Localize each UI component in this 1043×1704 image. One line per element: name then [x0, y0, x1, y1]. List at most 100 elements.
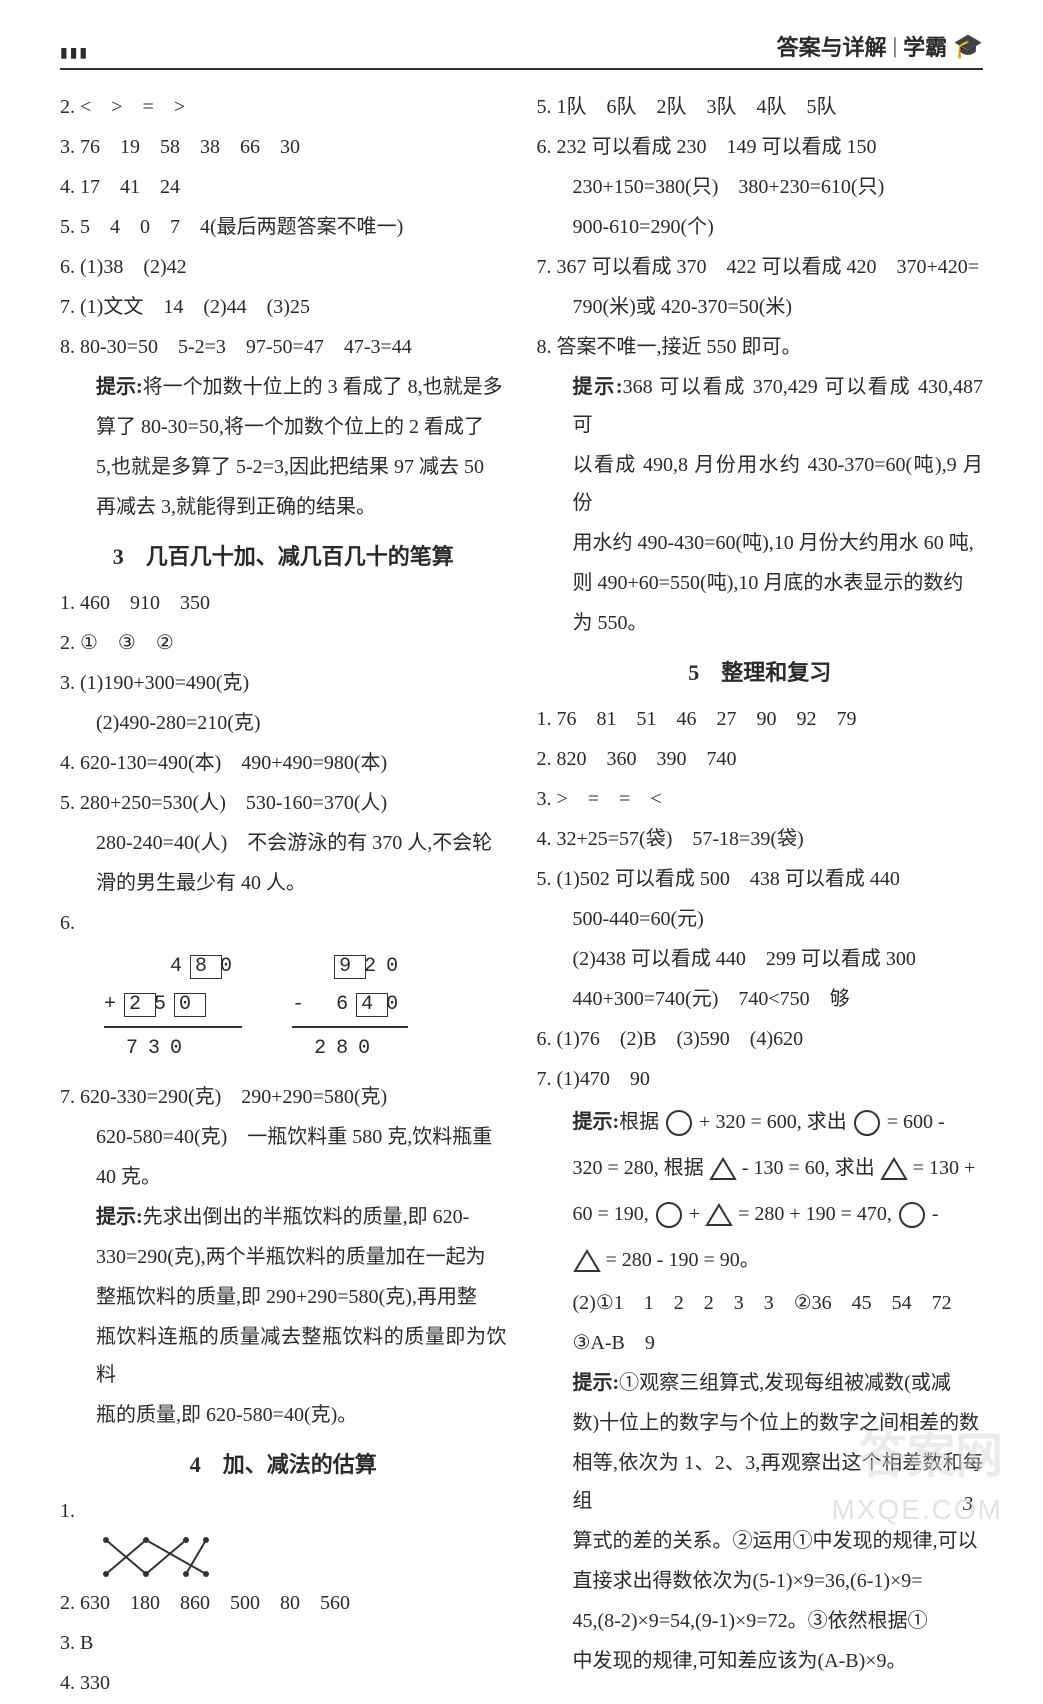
section-4-title: 4 加、减法的估算	[60, 1444, 507, 1486]
triangle-icon	[573, 1249, 601, 1273]
text-line: = 280 - 190 = 90。	[537, 1238, 984, 1282]
text-line: 5,也就是多算了 5-2=3,因此把结果 97 减去 50	[60, 448, 507, 486]
text-line: 2. 820 360 390 740	[537, 740, 984, 778]
text-line: 用水约 490-430=60(吨),10 月份大约用水 60 吨,	[537, 524, 984, 562]
calc-1: 480 +250 730	[104, 948, 242, 1068]
text-line: 40 克。	[60, 1158, 507, 1196]
calc-row: 280	[292, 1030, 408, 1068]
hint-text: 将一个加数十位上的 3 看成了 8,也就是多	[143, 376, 503, 398]
text-line: 算式的差的关系。②运用①中发现的规律,可以	[537, 1522, 984, 1560]
boxed-digit: 2	[124, 993, 156, 1017]
text-line: 900-610=290(个)	[537, 208, 984, 246]
text-line: 6.	[60, 904, 507, 942]
text-line: 5. (1)502 可以看成 500 438 可以看成 440	[537, 860, 984, 898]
text-line: 8. 80-30=50 5-2=3 97-50=47 47-3=44	[60, 328, 507, 366]
hint-line: 提示:将一个加数十位上的 3 看成了 8,也就是多	[60, 368, 507, 406]
text-line: 5. 5 4 0 7 4(最后两题答案不唯一)	[60, 208, 507, 246]
text-line: 瓶饮料连瓶的质量减去整瓶饮料的质量即为饮料	[60, 1318, 507, 1394]
calc-rule	[292, 1026, 408, 1028]
text-line: 1.	[60, 1492, 507, 1530]
text-line: 7. (1)文文 14 (2)44 (3)25	[60, 288, 507, 326]
text-line: 3. 76 19 58 38 66 30	[60, 128, 507, 166]
text-line: 为 550。	[537, 604, 984, 642]
text-line: 5. 1队 6队 2队 3队 4队 5队	[537, 88, 984, 126]
hint-line: 提示:根据 + 320 = 600, 求出 = 600 -	[537, 1100, 984, 1144]
hint-label: 提示:	[573, 376, 623, 398]
page-header: ▮▮▮ 答案与详解 | 学霸 🎓	[60, 30, 983, 70]
text-line: 6. (1)76 (2)B (3)590 (4)620	[537, 1020, 984, 1058]
text-line: 2. 630 180 860 500 80 560	[60, 1584, 507, 1622]
text-line: 再减去 3,就能得到正确的结果。	[60, 488, 507, 526]
hint-label: 提示:	[96, 376, 143, 398]
boxed-digit: 4	[356, 993, 388, 1017]
calc-row: - 640	[292, 986, 408, 1024]
text-line: 4. 32+25=57(袋) 57-18=39(袋)	[537, 820, 984, 858]
text-line: (2)①1 1 2 2 3 3 ②36 45 54 72	[537, 1284, 984, 1322]
circle-icon	[656, 1202, 682, 1228]
text-line: 则 490+60=550(吨),10 月底的水表显示的数约	[537, 564, 984, 602]
text-line: (2)438 可以看成 440 299 可以看成 300	[537, 940, 984, 978]
text-line: 以看成 490,8 月份用水约 430-370=60(吨),9 月份	[537, 446, 984, 522]
boxed-digit: 9	[334, 955, 366, 979]
matching-diagram	[96, 1532, 216, 1582]
hint-line: 提示:①观察三组算式,发现每组被减数(或减	[537, 1364, 984, 1402]
text-line: 3. B	[60, 1624, 507, 1662]
text-line: 5. 280+250=530(人) 530-160=370(人)	[60, 784, 507, 822]
calc-row: 480	[104, 948, 242, 986]
calc-row: +250	[104, 986, 242, 1024]
text-line: 整瓶饮料的质量,即 290+290=580(克),再用整	[60, 1278, 507, 1316]
text-line: 4. 330	[60, 1664, 507, 1702]
content-columns: 2. < > = > 3. 76 19 58 38 66 30 4. 17 41…	[60, 88, 983, 1704]
graduation-icon: 🎓	[953, 32, 983, 61]
text-line: 330=290(克),两个半瓶饮料的质量加在一起为	[60, 1238, 507, 1276]
text-line: 瓶的质量,即 620-580=40(克)。	[60, 1396, 507, 1434]
calc-2: 920 - 640 280	[292, 948, 408, 1068]
text-line: 440+300=740(元) 740<750 够	[537, 980, 984, 1018]
text-line: ③A-B 9	[537, 1324, 984, 1362]
text-line: 7. 620-330=290(克) 290+290=580(克)	[60, 1078, 507, 1116]
watermark-en: MXQE.COM	[831, 1494, 1003, 1526]
text-line: 230+150=380(只) 380+230=610(只)	[537, 168, 984, 206]
text-line: 2. < > = >	[60, 88, 507, 126]
text-line: 滑的男生最少有 40 人。	[60, 864, 507, 902]
text-line: 620-580=40(克) 一瓶饮料重 580 克,饮料瓶重	[60, 1118, 507, 1156]
text-line: 7. 367 可以看成 370 422 可以看成 420 370+420=	[537, 248, 984, 286]
text-line: 7. (1)470 90	[537, 1060, 984, 1098]
header-divider: |	[893, 33, 897, 59]
text-line: 500-440=60(元)	[537, 900, 984, 938]
circle-icon	[666, 1110, 692, 1136]
section-3-title: 3 几百几十加、减几百几十的笔算	[60, 536, 507, 578]
text-line: 1. 460 910 350	[60, 584, 507, 622]
triangle-icon	[880, 1157, 908, 1181]
text-line: 4. 620-130=490(本) 490+490=980(本)	[60, 744, 507, 782]
header-left-marks: ▮▮▮	[60, 45, 89, 62]
calc-row: 730	[104, 1030, 242, 1068]
text-line: 6. (1)38 (2)42	[60, 248, 507, 286]
text-line: 中发现的规律,可知差应该为(A-B)×9。	[537, 1642, 984, 1680]
text-line: 1. 76 81 51 46 27 90 92 79	[537, 700, 984, 738]
boxed-digit: 8	[190, 955, 222, 979]
text-line: 3. (1)190+300=490(克)	[60, 664, 507, 702]
hint-text: 368 可以看成 370,429 可以看成 430,487 可	[573, 376, 984, 436]
text-line: 算了 80-30=50,将一个加数个位上的 2 看成了	[60, 408, 507, 446]
vertical-calculations: 480 +250 730 920 - 640 280	[60, 948, 507, 1068]
watermark-cn: 答案网	[859, 1416, 1003, 1486]
circle-icon	[854, 1110, 880, 1136]
calc-row: 920	[292, 948, 408, 986]
text-line: 280-240=40(人) 不会游泳的有 370 人,不会轮	[60, 824, 507, 862]
text-line: 60 = 190, + = 280 + 190 = 470, -	[537, 1192, 984, 1236]
hint-label: 提示:	[573, 1372, 620, 1394]
text-line: 8. 答案不唯一,接近 550 即可。	[537, 328, 984, 366]
text-line: 3. > = = <	[537, 780, 984, 818]
text-line: 790(米)或 420-370=50(米)	[537, 288, 984, 326]
section-5-title: 5 整理和复习	[537, 652, 984, 694]
circle-icon	[899, 1202, 925, 1228]
header-label-a: 答案与详解	[777, 30, 887, 62]
hint-line: 提示:368 可以看成 370,429 可以看成 430,487 可	[537, 368, 984, 444]
text-line: 2. ① ③ ②	[60, 624, 507, 662]
text-line: 直接求出得数依次为(5-1)×9=36,(6-1)×9=	[537, 1562, 984, 1600]
hint-text: 先求出倒出的半瓶饮料的质量,即 620-	[143, 1206, 470, 1228]
hint-label: 提示:	[573, 1111, 620, 1133]
header-label-b: 学霸	[903, 30, 947, 62]
text-line: 4. 17 41 24	[60, 168, 507, 206]
